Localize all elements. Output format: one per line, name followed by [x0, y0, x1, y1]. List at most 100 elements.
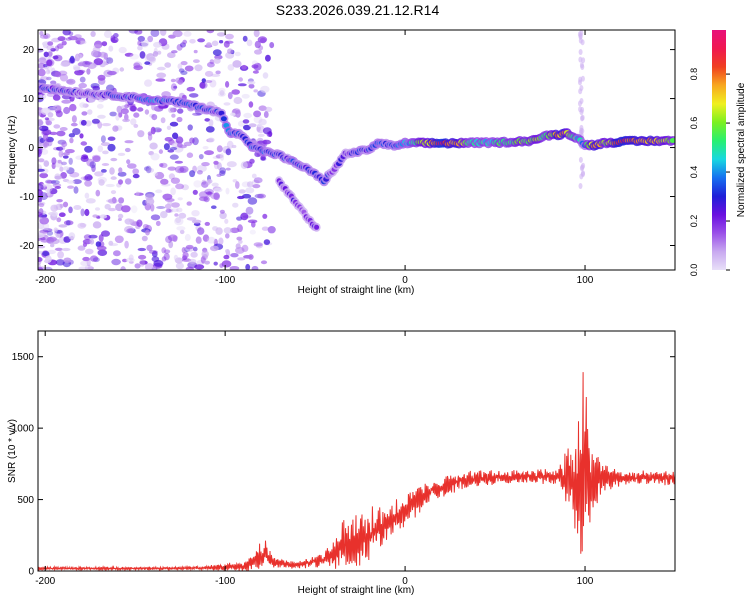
spectrogram-noise-cell [248, 254, 254, 260]
spectrogram-noise-cell [54, 45, 60, 52]
spectrogram-noise-cell [216, 162, 222, 170]
spectrogram-noise-cell [39, 172, 49, 179]
spectrogram-noise-cell [146, 244, 153, 252]
spectrogram-noise-cell [56, 130, 66, 137]
spectrogram-noise-cell [94, 40, 103, 49]
spectrogram-noise-cell [144, 79, 153, 87]
spectrogram-noise-cell [38, 119, 43, 126]
spectrogram-noise-cell [241, 64, 247, 70]
spectrogram-noise-cell [581, 57, 586, 64]
spectrogram-noise-cell [199, 81, 206, 89]
spectrogram-noise-cell [139, 259, 145, 267]
spectrogram-noise-cell [80, 155, 89, 162]
spectrogram-noise-cell [52, 183, 62, 188]
spectrogram-noise-cell [91, 50, 99, 57]
spectrogram-noise-cell [153, 41, 162, 48]
spectrogram-noise-cell [113, 33, 119, 38]
spectrogram-noise-cell [117, 152, 126, 156]
spectrogram-noise-cell [68, 157, 73, 165]
spectrogram-noise-cell [207, 61, 215, 68]
spectrogram-noise-cell [59, 145, 66, 151]
spectrogram-noise-cell [68, 206, 73, 214]
spectrogram-noise-cell [252, 184, 261, 189]
spectrogram-noise-cell [191, 219, 202, 224]
colorbar-label: Normalized spectral amplitude [736, 82, 747, 217]
spectrogram-noise-cell [178, 68, 185, 73]
spectrogram-noise-cell [154, 171, 165, 180]
spectrogram-noise-cell [253, 30, 260, 38]
spectrogram-noise-cell [57, 43, 64, 49]
spectrogram-noise-cell [45, 255, 52, 263]
spectrogram-noise-cell [215, 227, 223, 235]
spectrogram-noise-cell [38, 202, 45, 208]
spectrogram-noise-cell [137, 247, 146, 252]
spectrogram-noise-cell [38, 250, 44, 254]
spectrogram-noise-cell [42, 228, 53, 233]
spectrogram-noise-cell [225, 167, 231, 171]
spectrogram-noise-cell [93, 44, 102, 49]
spectrogram-noise-cell [180, 70, 188, 76]
spectrogram-noise-cell [39, 57, 49, 61]
spectrogram-noise-cell [209, 79, 217, 88]
spectrogram-noise-cell [68, 36, 78, 41]
spectrogram-noise-cell [227, 92, 233, 100]
spectrogram-noise-cell [79, 76, 86, 83]
spectrogram-noise-cell [51, 157, 57, 165]
spectrogram-noise-cell [150, 153, 160, 161]
spectrogram-noise-cell [167, 166, 177, 171]
spectrogram-noise-cell [132, 173, 140, 179]
spectrogram-noise-cell [232, 179, 238, 183]
spectrogram-noise-cell [243, 112, 253, 119]
spectrogram-noise-cell [82, 242, 88, 248]
spectrogram-noise-cell [186, 86, 196, 92]
spectrogram-noise-cell [62, 201, 69, 208]
spectrogram-noise-cell [174, 160, 183, 164]
spectrogram-noise-cell [232, 202, 239, 208]
spectrogram-noise-cell [241, 93, 250, 99]
spectrogram-ridge-cell [669, 138, 675, 143]
spectrogram-noise-cell [61, 161, 67, 166]
spectrogram-noise-cell [185, 244, 194, 250]
spectrogram-noise-cell [177, 197, 183, 201]
spectrogram-noise-cell [72, 179, 82, 185]
spectrogram-noise-cell [579, 98, 584, 104]
spectrogram-noise-cell [54, 175, 63, 180]
spectrogram-noise-cell [97, 176, 108, 184]
spectrogram-noise-cell [84, 208, 90, 217]
spectrogram-noise-cell [38, 198, 43, 203]
spectrogram-noise-cell [175, 217, 182, 224]
spectrogram-noise-cell [245, 187, 255, 194]
spectrogram-noise-cell [133, 65, 143, 71]
spectrogram-noise-cell [68, 57, 76, 64]
spectrogram-noise-cell [149, 142, 158, 150]
spectrogram-noise-cell [176, 207, 183, 213]
spectrogram-noise-cell [227, 48, 234, 54]
spectrogram-noise-cell [156, 128, 162, 133]
spectrogram-noise-cell [149, 113, 155, 118]
spectrogram-noise-cell [66, 78, 76, 85]
spectrogram-noise-cell [580, 39, 585, 46]
spectrogram-noise-cell [186, 201, 192, 206]
spectrogram-noise-cell [144, 53, 154, 62]
spectrogram-noise-cell [133, 112, 140, 118]
spectrogram-noise-cell [135, 191, 140, 196]
spectrogram-noise-cell [77, 222, 86, 229]
spectrogram-noise-cell [85, 198, 96, 204]
spectrogram-noise-cell [47, 249, 56, 255]
spectrogram-noise-cell [47, 112, 54, 118]
spectrogram-noise-cell [210, 245, 219, 252]
spectrogram-noise-cell [118, 46, 127, 54]
spectrogram-noise-cell [80, 119, 87, 126]
spectrogram-noise-cell [63, 106, 71, 115]
spectrogram-noise-cell [130, 118, 137, 126]
spectrogram-noise-cell [168, 173, 175, 180]
spectrogram-noise-cell [124, 178, 132, 185]
spectrogram-noise-cell [247, 219, 258, 224]
spectrogram-noise-cell [175, 262, 184, 270]
spectrogram-noise-cell [66, 220, 71, 226]
spectrogram-noise-cell [196, 165, 207, 172]
spectrogram-noise-cell [257, 36, 268, 43]
spectrogram-noise-cell [249, 229, 256, 235]
spectrogram-noise-cell [254, 49, 262, 55]
spectrogram-noise-cell [238, 77, 243, 82]
